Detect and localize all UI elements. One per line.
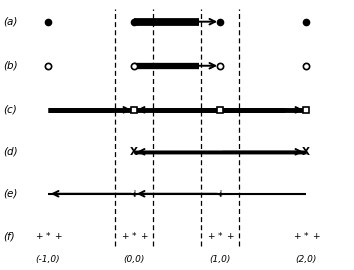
Text: (e): (e) — [3, 189, 18, 199]
Text: +: + — [130, 189, 138, 199]
Text: +: + — [216, 189, 224, 199]
Text: *: * — [132, 232, 136, 241]
Text: (a): (a) — [3, 17, 18, 27]
Text: +: + — [207, 232, 214, 241]
Text: +: + — [121, 232, 128, 241]
Text: *: * — [46, 232, 50, 241]
Text: +: + — [35, 232, 42, 241]
Text: (f): (f) — [3, 232, 15, 242]
Text: +: + — [140, 232, 147, 241]
Text: (b): (b) — [3, 61, 18, 71]
Text: *: * — [304, 232, 308, 241]
Text: X: X — [130, 147, 138, 157]
Text: +: + — [54, 232, 61, 241]
Text: (c): (c) — [3, 105, 17, 115]
Text: *: * — [218, 232, 222, 241]
Text: (-1,0): (-1,0) — [36, 255, 60, 264]
Text: (2,0): (2,0) — [295, 255, 317, 264]
Text: +: + — [312, 232, 319, 241]
Text: +: + — [226, 232, 233, 241]
Text: (0,0): (0,0) — [123, 255, 145, 264]
Text: +: + — [293, 232, 300, 241]
Text: (d): (d) — [3, 147, 18, 157]
Text: (1,0): (1,0) — [209, 255, 231, 264]
Text: X: X — [302, 147, 310, 157]
